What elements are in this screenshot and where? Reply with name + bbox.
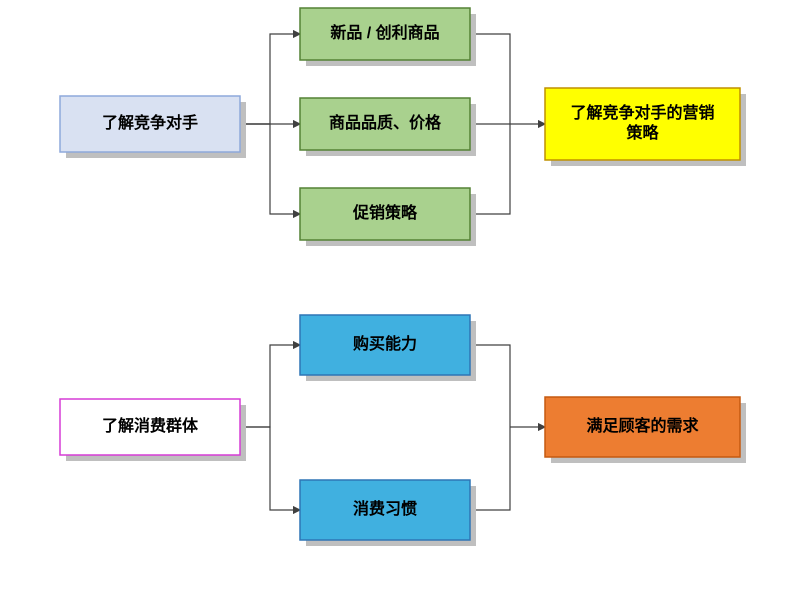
connector bbox=[240, 427, 300, 510]
node-left2-label: 了解消费群体 bbox=[102, 416, 199, 435]
node-yellow-label: 了解竞争对手的营销 bbox=[570, 103, 714, 122]
node-orange-label: 满足顾客的需求 bbox=[586, 416, 699, 435]
node-blue1-label: 购买能力 bbox=[353, 334, 417, 353]
connector bbox=[240, 345, 300, 427]
connector bbox=[240, 34, 300, 124]
node-yellow bbox=[545, 88, 740, 160]
node-green1-label: 新品 / 创利商品 bbox=[330, 23, 439, 42]
node-left1-label: 了解竞争对手 bbox=[102, 113, 198, 132]
node-green3-label: 促销策略 bbox=[352, 203, 418, 222]
node-yellow-label: 策略 bbox=[625, 123, 659, 142]
node-green2-label: 商品品质、价格 bbox=[329, 113, 442, 132]
node-blue2-label: 消费习惯 bbox=[353, 499, 417, 518]
connector bbox=[240, 124, 300, 214]
